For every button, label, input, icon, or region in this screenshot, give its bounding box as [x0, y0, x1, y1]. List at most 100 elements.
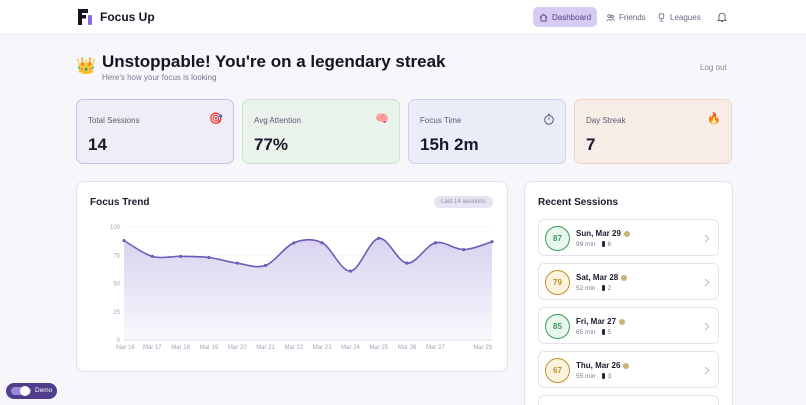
session-card[interactable]: 85 Fri, Mar 27 65 min 5: [538, 307, 719, 344]
phone-icon: [601, 373, 605, 379]
session-pickups: 3: [607, 373, 612, 380]
demo-mode-toggle[interactable]: Demo: [6, 383, 57, 399]
trend-line: [123, 237, 493, 272]
logout-button[interactable]: Log out: [700, 63, 727, 72]
x-tick-label: Mar 17: [143, 345, 162, 351]
data-point: [179, 254, 183, 258]
medal-icon: [623, 230, 630, 237]
x-tick-label: Mar 24: [341, 345, 360, 351]
x-tick-label: Mar 21: [256, 345, 275, 351]
stat-card-focus-time: Focus Time 15h 2m: [408, 99, 566, 164]
x-tick-label: Mar 16: [116, 345, 135, 351]
focus-trend-title: Focus Trend: [90, 197, 150, 208]
stat-card-total-sessions: Total Sessions 14 🎯: [76, 99, 234, 164]
x-tick-label: Mar 25: [369, 345, 388, 351]
stat-value: 15h 2m: [420, 135, 479, 154]
trend-area: [124, 238, 492, 340]
y-tick-label: 100: [110, 225, 121, 231]
stopwatch-icon: [544, 113, 554, 125]
session-meta: 65 min 5: [576, 329, 611, 336]
session-meta: 55 min 3: [576, 373, 611, 380]
session-score-badge: 85: [545, 314, 570, 339]
x-tick-label: Mar 26: [398, 345, 417, 351]
session-date: Thu, Mar 26: [576, 361, 630, 370]
data-point: [150, 254, 154, 258]
nav-dashboard[interactable]: Dashboard: [533, 7, 598, 27]
session-duration: 52 min: [576, 285, 596, 292]
trophy-icon: [658, 12, 665, 22]
data-point: [235, 261, 239, 265]
page-title: Unstoppable! You're on a legendary strea…: [102, 52, 446, 71]
top-nav-bar: Focus Up Dashboard Friends Leagues: [0, 0, 806, 35]
nav-friends-label: Friends: [619, 12, 646, 22]
stat-card-day-streak: Day Streak 7 🔥: [574, 99, 732, 164]
data-point: [377, 236, 381, 240]
nav-leagues[interactable]: Leagues: [651, 7, 707, 27]
session-date: Fri, Mar 27: [576, 317, 626, 326]
session-duration: 55 min: [576, 373, 596, 380]
chevron-right-icon: [704, 366, 710, 375]
medal-icon: [621, 274, 628, 281]
phone-icon: [601, 329, 605, 335]
toggle-knob: [20, 386, 30, 396]
home-icon: [539, 13, 548, 22]
data-point: [292, 241, 296, 245]
x-tick-label: Mar 27: [426, 345, 445, 351]
data-point: [433, 241, 437, 245]
stat-label: Avg Attention: [254, 116, 301, 125]
session-score-badge: 79: [545, 270, 570, 295]
x-tick-label: Mar 18: [171, 345, 190, 351]
x-tick-label: Mar 22: [285, 345, 304, 351]
demo-label: Demo: [35, 387, 53, 394]
y-tick-label: 75: [113, 253, 120, 259]
phone-icon: [601, 285, 605, 291]
x-tick-label: Mar 29: [473, 345, 492, 351]
target-icon: 🎯: [209, 113, 223, 125]
session-pickups: 2: [607, 285, 612, 292]
stat-value: 77%: [254, 135, 289, 154]
nav-friends[interactable]: Friends: [600, 7, 652, 27]
chevron-right-icon: [704, 234, 710, 243]
data-point: [405, 261, 409, 265]
nav-dashboard-label: Dashboard: [552, 12, 592, 22]
chevron-right-icon: [704, 322, 710, 331]
data-point: [490, 240, 494, 244]
data-point: [207, 255, 211, 260]
data-point: [348, 269, 353, 273]
bell-icon[interactable]: [716, 11, 728, 23]
session-card[interactable]: 79 Sat, Mar 28 52 min 2: [538, 263, 719, 300]
data-point: [122, 238, 126, 243]
stat-card-avg-attention: Avg Attention 77% 🧠: [242, 99, 400, 164]
session-score-badge: 67: [545, 358, 570, 383]
focus-trend-chart: 0 25 50 75 100 Mar 16 Mar 17 Mar 18 Mar 19 Mar 20…: [110, 225, 494, 351]
focus-up-logo-icon[interactable]: [78, 9, 92, 25]
brand-name[interactable]: Focus Up: [100, 10, 155, 24]
y-tick-label: 0: [117, 338, 121, 344]
session-card[interactable]: 87 Sun, Mar 29 99 min 6: [538, 219, 719, 256]
data-point: [462, 248, 466, 252]
session-pickups: 6: [607, 241, 612, 248]
x-tick-label: Mar 19: [200, 345, 219, 351]
session-score-badge: 87: [545, 226, 570, 251]
stat-label: Total Sessions: [88, 116, 140, 125]
brain-icon: 🧠: [375, 113, 389, 125]
medal-icon: [623, 362, 630, 369]
y-tick-label: 25: [113, 310, 120, 316]
data-point: [320, 241, 324, 245]
medal-icon: [619, 318, 626, 325]
stat-value: 14: [88, 135, 107, 154]
recent-sessions-title: Recent Sessions: [538, 197, 619, 208]
users-icon: [606, 13, 615, 21]
session-date: Sat, Mar 28: [576, 273, 628, 282]
session-card-partial[interactable]: [538, 395, 719, 405]
y-tick-label: 50: [113, 282, 120, 288]
chevron-right-icon: [704, 278, 710, 287]
x-tick-label: Mar 20: [228, 345, 247, 351]
x-tick-label: Mar 23: [313, 345, 332, 351]
nav-leagues-label: Leagues: [670, 12, 701, 22]
session-card[interactable]: 67 Thu, Mar 26 55 min 3: [538, 351, 719, 388]
crown-icon: 👑: [76, 58, 96, 75]
session-date: Sun, Mar 29: [576, 229, 630, 238]
session-meta: 99 min 6: [576, 241, 611, 248]
stat-value: 7: [586, 135, 596, 154]
